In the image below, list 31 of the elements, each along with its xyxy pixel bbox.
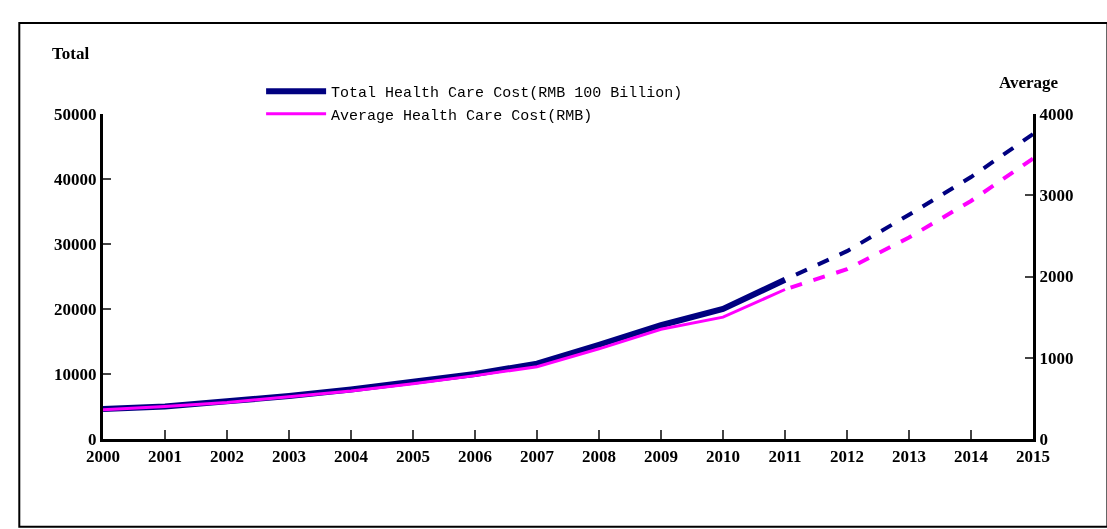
legend-label: Total Health Care Cost(RMB 100 Billion) — [331, 85, 683, 103]
y-axis-title: Total — [52, 44, 90, 63]
x-tick-label: 2014 — [954, 447, 989, 467]
y-tick-label: 0 — [88, 429, 97, 449]
x-tick-label: 2005 — [396, 447, 430, 467]
x-tick-label: 2013 — [892, 447, 926, 467]
y2-tick-label: 4000 — [1039, 104, 1074, 124]
x-tick-label: 2003 — [272, 447, 306, 467]
x-tick-label: 2008 — [582, 447, 616, 467]
y2-axis-title: Average — [999, 73, 1059, 92]
x-tick-label: 2006 — [458, 447, 492, 467]
y-tick-label: 30000 — [54, 234, 97, 254]
x-tick-label: 2010 — [706, 447, 740, 467]
x-tick-label: 2000 — [86, 447, 120, 467]
x-tick-label: 2001 — [148, 447, 182, 467]
x-tick-label: 2004 — [334, 447, 369, 467]
y2-tick-label: 1000 — [1039, 348, 1074, 368]
y-tick-label: 20000 — [54, 299, 97, 319]
y-tick-label: 40000 — [54, 169, 97, 189]
y2-tick-label: 0 — [1039, 429, 1048, 449]
y-tick-label: 10000 — [54, 364, 97, 384]
x-tick-label: 2007 — [520, 447, 555, 467]
x-tick-label: 2002 — [210, 447, 244, 467]
legend-label: Average Health Care Cost(RMB) — [331, 107, 593, 125]
x-tick-label: 2012 — [830, 447, 864, 467]
y2-tick-label: 2000 — [1039, 267, 1074, 287]
x-tick-label: 2009 — [644, 447, 678, 467]
x-tick-label: 2015 — [1016, 447, 1050, 467]
x-tick-label: 2011 — [768, 447, 802, 467]
y2-tick-label: 3000 — [1039, 186, 1074, 206]
y-tick-label: 50000 — [54, 104, 97, 124]
